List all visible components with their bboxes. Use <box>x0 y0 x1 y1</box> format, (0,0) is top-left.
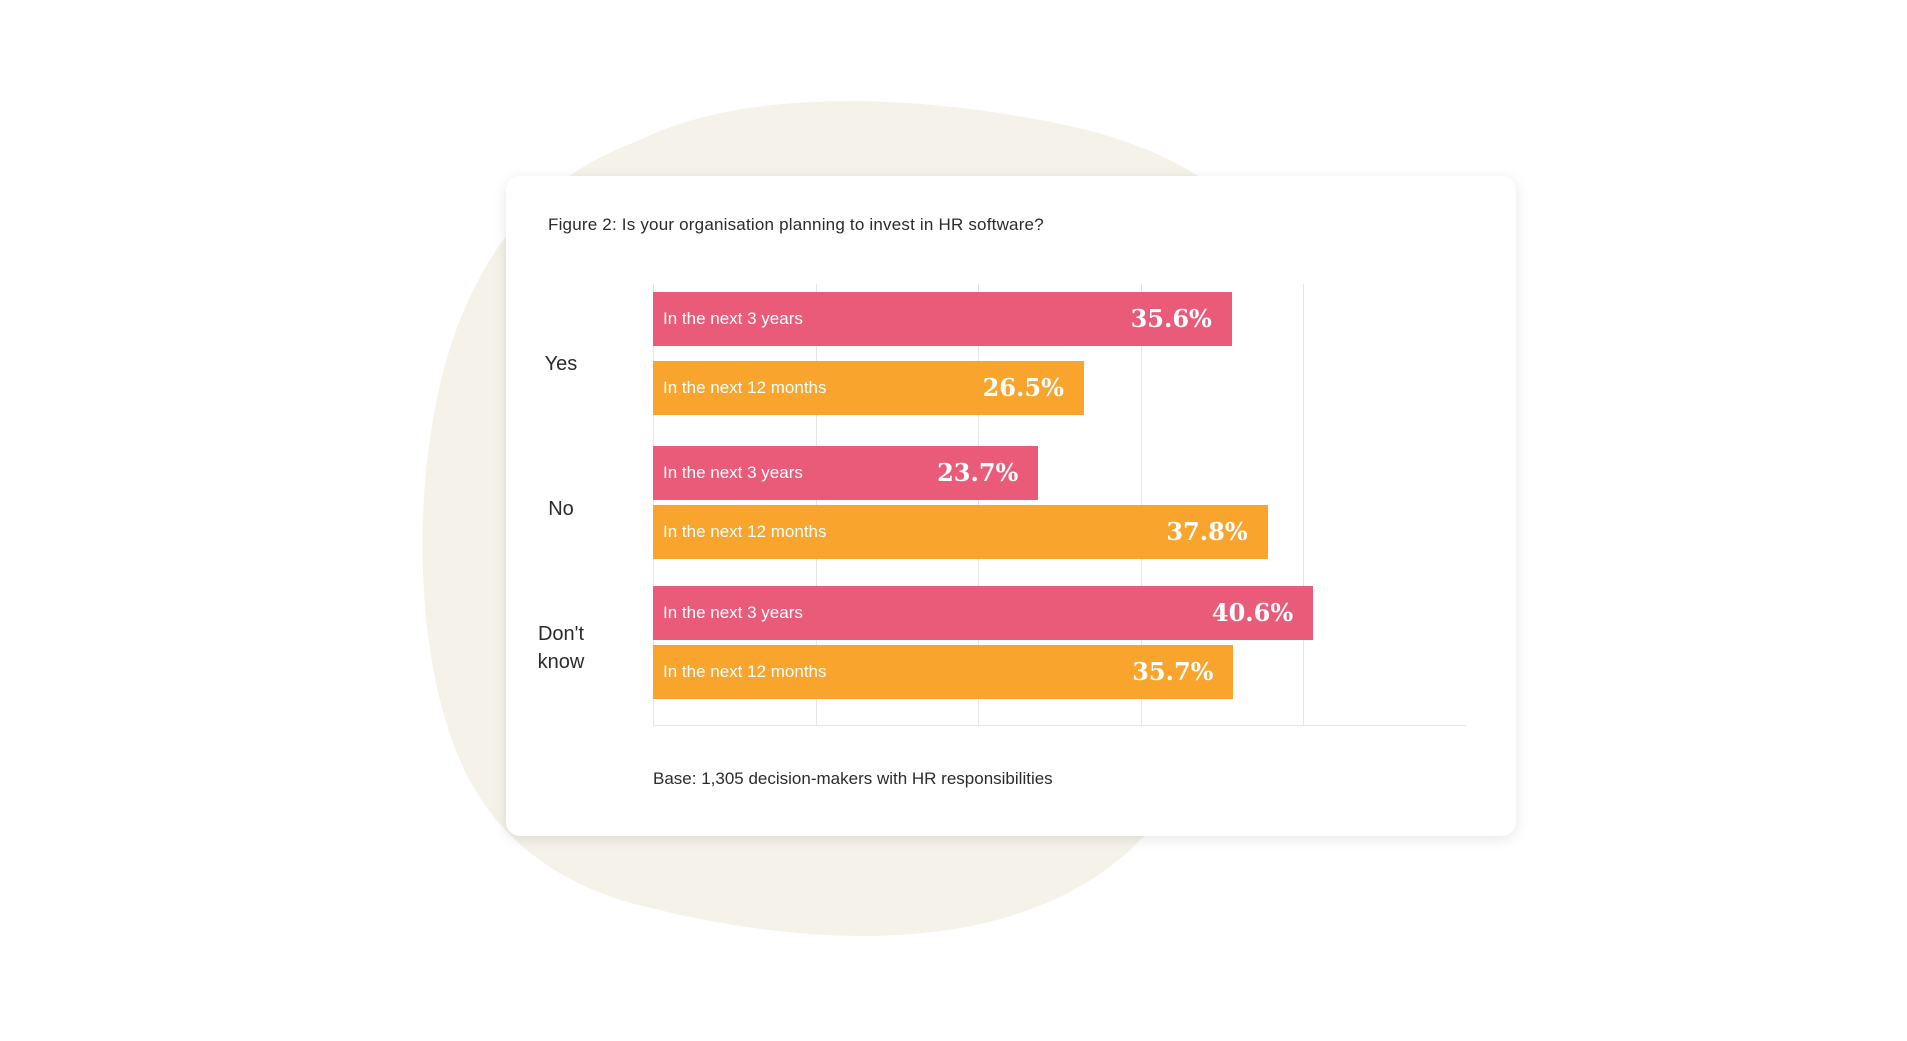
series-label: In the next 12 months <box>663 522 827 541</box>
chart-card: Figure 2: Is your organisation planning … <box>506 176 1516 836</box>
series-label: In the next 12 months <box>663 378 827 397</box>
data-label: 23.7% <box>937 458 1019 487</box>
data-label: 40.6% <box>1211 598 1294 627</box>
data-label: 35.7% <box>1132 657 1214 686</box>
data-label: 26.5% <box>982 373 1064 402</box>
series-label: In the next 12 months <box>663 662 827 681</box>
bar: In the next 12 months 35.7% <box>653 645 1234 699</box>
series-label: In the next 3 years <box>663 603 803 622</box>
bar: In the next 3 years 23.7% <box>653 446 1039 500</box>
chart-title: Figure 2: Is your organisation planning … <box>548 215 1044 234</box>
data-label: 35.6% <box>1130 304 1212 333</box>
base-note: Base: 1,305 decision-makers with HR resp… <box>653 769 1053 788</box>
bar: In the next 12 months 26.5% <box>653 361 1084 415</box>
plot-area: Yes In the next 3 years 35.6% In the next 1… <box>538 284 1466 726</box>
category-label: Yes <box>544 353 578 375</box>
category-label: No <box>548 498 574 520</box>
bar: In the next 12 months 37.8% <box>653 505 1268 559</box>
data-label: 37.8% <box>1166 517 1248 546</box>
series-label: In the next 3 years <box>663 309 803 328</box>
bar: In the next 3 years 40.6% <box>653 586 1314 640</box>
series-label: In the next 3 years <box>663 463 803 482</box>
category-label: Don't know <box>537 623 585 673</box>
bar: In the next 3 years 35.6% <box>653 292 1232 346</box>
